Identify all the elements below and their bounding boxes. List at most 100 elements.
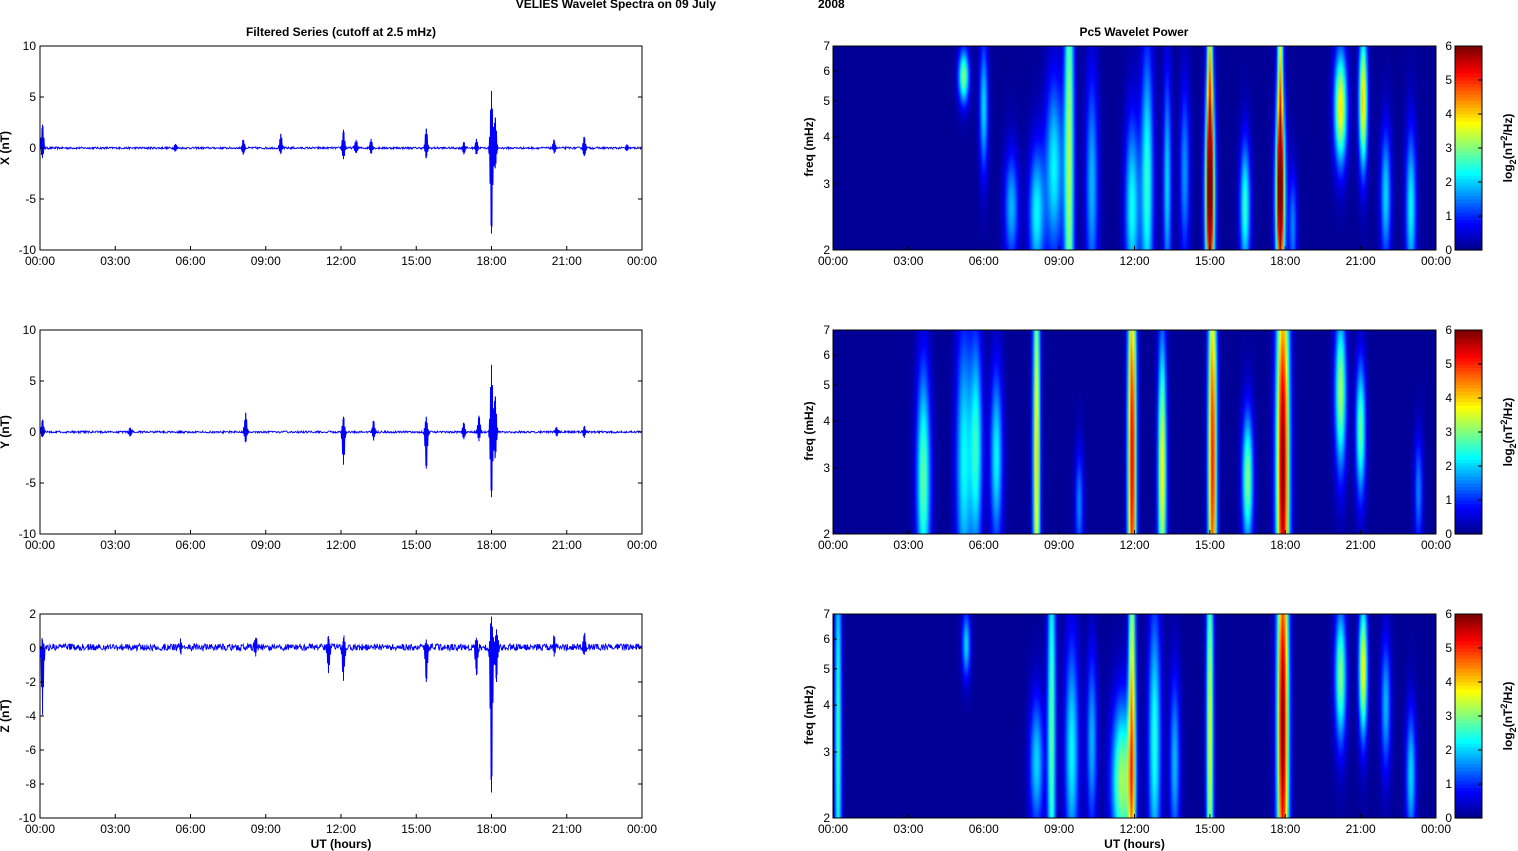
colorbar-tick-label: 4 (1445, 675, 1452, 689)
wavelet-power-image (833, 614, 1436, 818)
wavelet-panel-3: 2 3 4 5 6 7 00:00 03:00 06:00 09:00 12:00 15:00 18:0… (802, 607, 1518, 851)
x-tick-label: 09:00 (251, 822, 281, 836)
colorbar-step (1455, 134, 1482, 139)
colorbar-step (1455, 736, 1482, 741)
colorbar-step (1455, 513, 1482, 518)
x-tick-label: 00:00 (25, 538, 55, 552)
colorbar-step (1455, 421, 1482, 426)
y-tick-label: 5 (823, 94, 830, 108)
colorbar-step (1455, 631, 1482, 635)
x-tick-label: 00:00 (1421, 254, 1451, 268)
x-tick-label: 12:00 (1119, 254, 1149, 268)
colorbar-step (1455, 756, 1482, 761)
x-tick-label: 03:00 (893, 822, 923, 836)
colorbar-step (1455, 63, 1482, 67)
x-tick-label: 09:00 (251, 538, 281, 552)
colorbar-step (1455, 510, 1482, 515)
colorbar-step (1455, 654, 1482, 659)
x-tick-label: 21:00 (552, 254, 582, 268)
colorbar-step (1455, 644, 1482, 649)
x-tick-label: 18:00 (1270, 538, 1300, 552)
x-tick-label: 00:00 (25, 822, 55, 836)
colorbar-tick-label: 3 (1445, 425, 1452, 439)
colorbar-tick-label: 6 (1445, 607, 1452, 621)
colorbar-tick-label: 2 (1445, 175, 1452, 189)
y-tick-label: -4 (25, 709, 36, 723)
colorbar-step (1455, 398, 1482, 402)
x-axis-label: UT (hours) (311, 837, 372, 851)
colorbar-step (1455, 209, 1482, 214)
x-tick-label: 00:00 (818, 538, 848, 552)
colorbar-step (1455, 678, 1482, 683)
colorbar-step (1455, 425, 1482, 430)
colorbar-tick-label: 2 (1445, 743, 1452, 757)
colorbar-step (1455, 73, 1482, 78)
x-tick-label: 06:00 (969, 254, 999, 268)
colorbar-step (1455, 387, 1482, 392)
colorbar-step (1455, 770, 1482, 775)
colorbar-step (1455, 188, 1482, 193)
colorbar-label-part: 2 (1508, 727, 1518, 732)
x-tick-label: 15:00 (1195, 822, 1225, 836)
colorbar-step (1455, 665, 1482, 669)
colorbar-step (1455, 151, 1482, 156)
y-tick-label: -8 (25, 777, 36, 791)
colorbar-step (1455, 675, 1482, 680)
colorbar-step (1455, 527, 1482, 532)
y-tick-label: -5 (25, 192, 36, 206)
y-tick-label: 10 (23, 39, 37, 53)
colorbar-step (1455, 503, 1482, 508)
figure-title-year: 2008 (818, 0, 845, 11)
colorbar-step (1455, 148, 1482, 152)
y-tick-label: 5 (823, 662, 830, 676)
colorbar-step (1455, 671, 1482, 676)
x-tick-label: 09:00 (1044, 538, 1074, 552)
colorbar-tick-label: 3 (1445, 141, 1452, 155)
y-tick-label: 2 (823, 811, 830, 825)
colorbar-tick-label: 4 (1445, 107, 1452, 121)
x-tick-label: 09:00 (1044, 254, 1074, 268)
colorbar-step (1455, 168, 1482, 173)
colorbar-step (1455, 767, 1482, 771)
colorbar-label-part: 2 (1508, 443, 1518, 448)
colorbar-label-part: (nT (1501, 140, 1515, 159)
colorbar-step (1455, 195, 1482, 200)
colorbar-label-part: /Hz) (1501, 114, 1515, 136)
colorbar-step (1455, 722, 1482, 727)
colorbar-step (1455, 185, 1482, 190)
colorbar-step (1455, 370, 1482, 375)
colorbar-step (1455, 212, 1482, 217)
colorbar-step (1455, 353, 1482, 358)
colorbar-step (1455, 648, 1482, 652)
colorbar-label-part: 2 (1499, 704, 1509, 709)
colorbar-step (1455, 226, 1482, 231)
colorbar-step (1455, 90, 1482, 95)
colorbar-step (1455, 333, 1482, 338)
colorbar-step (1455, 107, 1482, 112)
y-tick-label: 3 (823, 461, 830, 475)
y-tick-label: 10 (23, 323, 37, 337)
colorbar-step (1455, 330, 1482, 334)
colorbar-step (1455, 658, 1482, 663)
colorbar-step (1455, 520, 1482, 525)
colorbar-label-part: log (1501, 448, 1515, 466)
colorbar-step (1455, 688, 1482, 693)
colorbar-label-part: log (1501, 732, 1515, 750)
x-tick-label: 00:00 (1421, 538, 1451, 552)
y-tick-label: 6 (823, 64, 830, 78)
colorbar-step (1455, 753, 1482, 758)
colorbar-step (1455, 479, 1482, 484)
colorbar-step (1455, 702, 1482, 707)
colorbar-step (1455, 165, 1482, 169)
colorbar-step (1455, 682, 1482, 686)
x-tick-label: 03:00 (893, 254, 923, 268)
colorbar-step (1455, 117, 1482, 122)
colorbar-step (1455, 804, 1482, 809)
colorbar-label-part: /Hz) (1501, 682, 1515, 704)
colorbar-step (1455, 801, 1482, 805)
colorbar-step (1455, 205, 1482, 210)
colorbar-step (1455, 367, 1482, 372)
y-tick-label: -10 (19, 527, 37, 541)
